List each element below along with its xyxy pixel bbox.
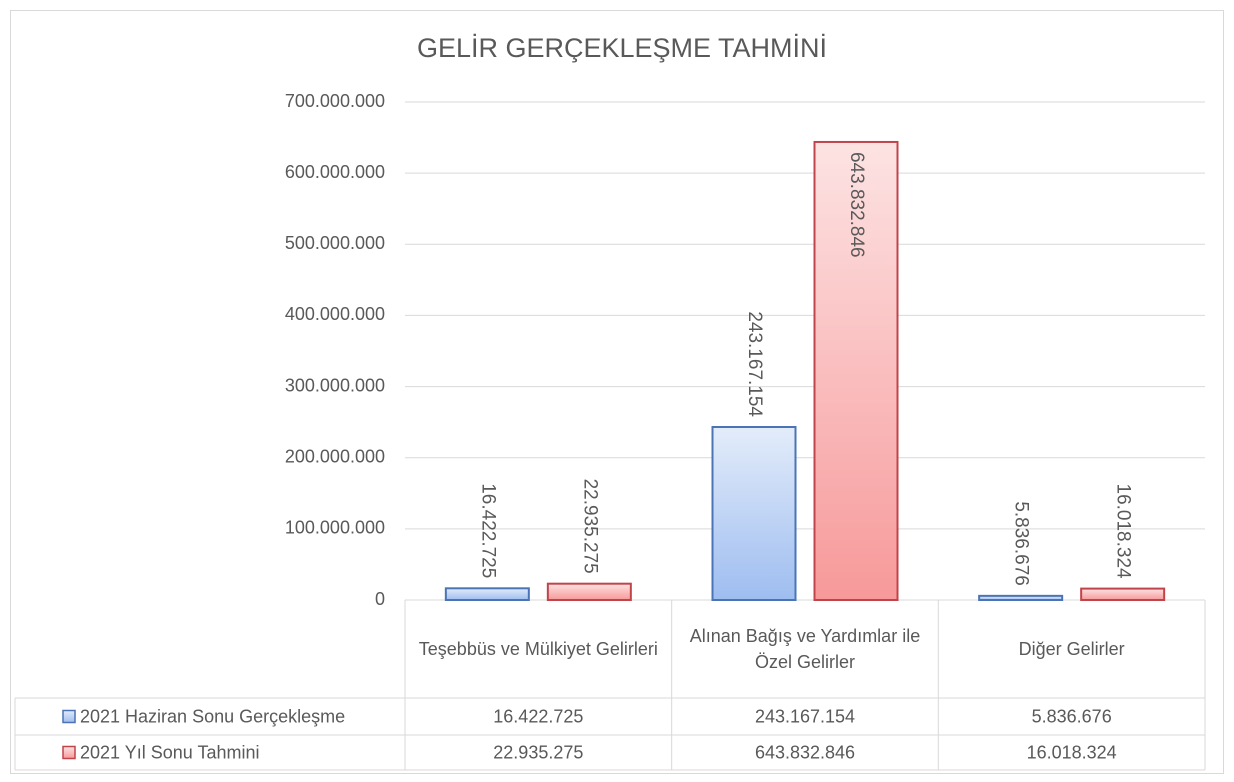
legend-label: 2021 Haziran Sonu Gerçekleşme (80, 706, 345, 726)
y-tick-label: 600.000.000 (285, 162, 385, 182)
chart-border (10, 10, 1224, 774)
y-tick-label: 500.000.000 (285, 233, 385, 253)
y-tick-label: 100.000.000 (285, 518, 385, 538)
x-tick-label: Teşebbüs ve Mülkiyet Gelirleri (418, 639, 658, 659)
y-tick-label: 400.000.000 (285, 304, 385, 324)
category-cell: Alınan Bağış ve Yardımlar ile Özel Gelir… (689, 626, 921, 672)
bar (813, 140, 899, 601)
data-label: 22.935.275 (579, 479, 600, 574)
y-tick-label: 200.000.000 (285, 446, 385, 466)
table-cell: 643.832.846 (755, 742, 855, 762)
y-tick-label: 700.000.000 (285, 91, 385, 111)
legend-label: 2021 Yıl Sonu Tahmini (80, 742, 259, 762)
x-tick-label: Alınan Bağış ve Yardımlar ile Özel Gelir… (689, 626, 921, 672)
legend-key (62, 745, 76, 760)
table-cell: 16.422.725 (493, 706, 583, 726)
y-tick-label: 300.000.000 (285, 375, 385, 395)
bar (444, 587, 530, 602)
bar (711, 426, 797, 601)
category-cell: Diğer Gelirler (1018, 639, 1125, 659)
x-tick-label: Diğer Gelirler (1018, 639, 1125, 659)
table-cell: 243.167.154 (755, 706, 855, 726)
bar (978, 594, 1064, 601)
table-cell: 22.935.275 (493, 742, 583, 762)
data-label: 643.832.846 (846, 152, 867, 258)
data-label: 16.422.725 (477, 483, 498, 578)
legend-key (62, 709, 76, 724)
y-tick-label: 0 (375, 589, 385, 609)
table-cell: 5.836.676 (1032, 706, 1112, 726)
bar (546, 582, 632, 601)
data-label: 5.836.676 (1011, 501, 1032, 586)
data-label: 16.018.324 (1113, 484, 1134, 580)
category-cell: Teşebbüs ve Mülkiyet Gelirleri (418, 639, 658, 659)
chart-title: GELİR GERÇEKLEŞME TAHMİNİ (417, 32, 827, 63)
data-label: 243.167.154 (744, 311, 765, 417)
table-cell: 16.018.324 (1027, 742, 1117, 762)
bar (1080, 587, 1166, 602)
